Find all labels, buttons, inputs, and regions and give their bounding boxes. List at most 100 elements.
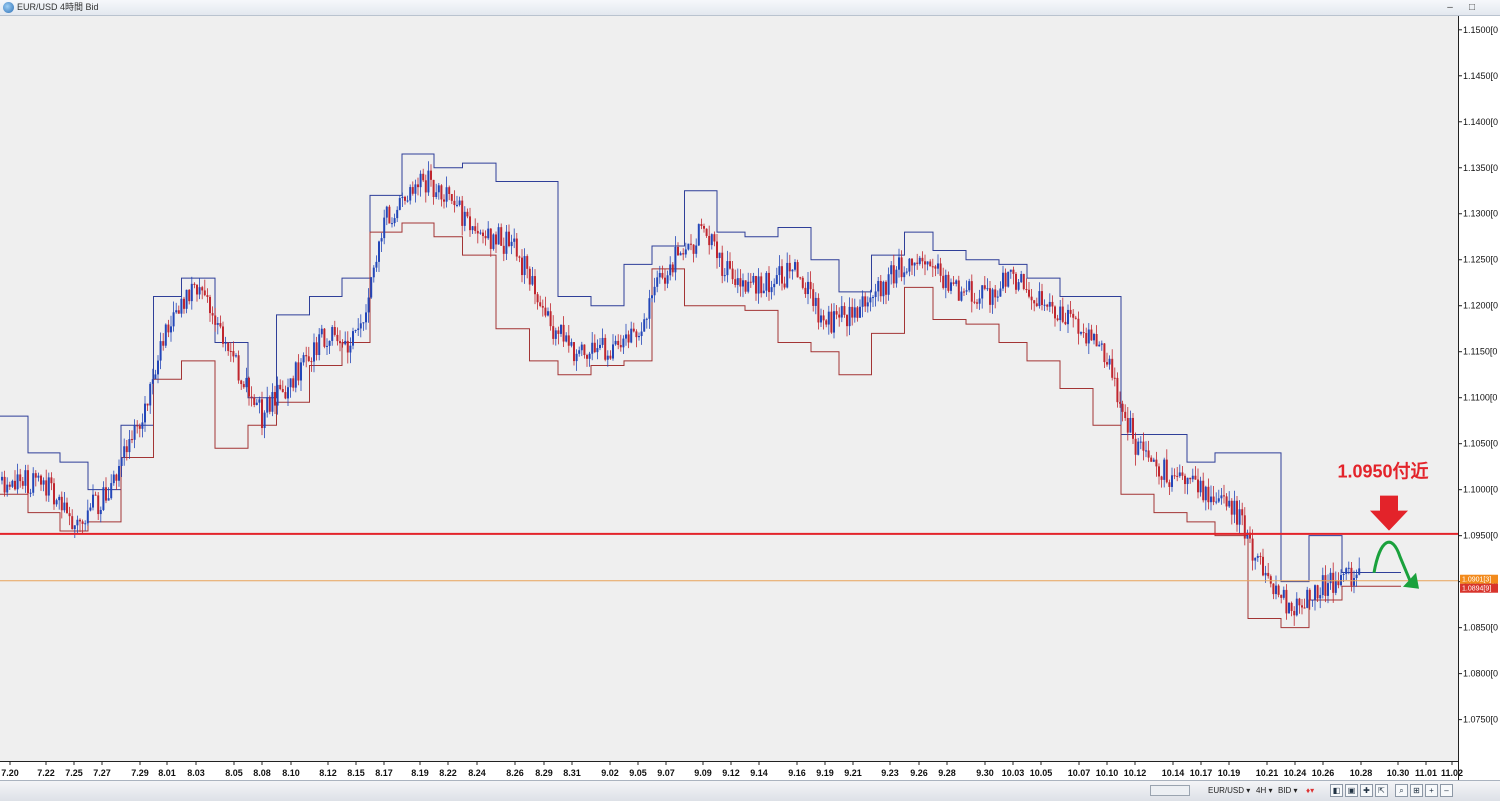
- candle-body: [937, 263, 939, 269]
- candle-body: [796, 262, 799, 278]
- time-tick-label: 9.09: [694, 768, 712, 778]
- candle-body: [190, 283, 193, 302]
- candle-body: [118, 466, 120, 481]
- candle-body: [222, 326, 224, 344]
- plot-area[interactable]: [0, 16, 1458, 761]
- candle-body: [365, 312, 367, 323]
- candle-body: [214, 315, 217, 325]
- candle-body: [645, 318, 648, 320]
- candle-body: [1139, 441, 1142, 443]
- cursor-button[interactable]: ⇱: [1375, 784, 1388, 797]
- candle-body: [775, 275, 778, 284]
- grid-button[interactable]: ⊞: [1410, 784, 1423, 797]
- candle-body: [814, 297, 817, 306]
- zoom-button[interactable]: ⌕: [1395, 784, 1408, 797]
- candle-body: [398, 198, 401, 210]
- crosshair-button[interactable]: ✚: [1360, 784, 1373, 797]
- candle-body: [76, 519, 79, 526]
- marker-icon[interactable]: ♦▾: [1306, 786, 1315, 795]
- zoom-in-button[interactable]: +: [1425, 784, 1438, 797]
- price-tag-label: 1.0901[3]: [1462, 577, 1491, 584]
- price-tick-label: 1.1400[0: [1463, 117, 1498, 127]
- time-tick-label: 7.29: [131, 768, 149, 778]
- candle-body: [692, 244, 695, 254]
- time-tick-label: 8.05: [225, 768, 243, 778]
- horizontal-scrollbar[interactable]: [1150, 785, 1190, 796]
- candle-body: [534, 276, 536, 295]
- candle-body: [112, 474, 115, 484]
- candle-body: [1262, 556, 1264, 576]
- candle-body: [346, 340, 349, 353]
- candle-body: [1230, 500, 1233, 515]
- indicator-button[interactable]: ▣: [1345, 784, 1358, 797]
- candle-body: [484, 235, 487, 239]
- candle-body: [1111, 358, 1114, 378]
- candle-body: [1191, 475, 1194, 480]
- chart-type-button[interactable]: ◧: [1330, 784, 1343, 797]
- candle-body: [8, 484, 11, 487]
- candle-body: [344, 340, 347, 345]
- candle-body: [1061, 306, 1064, 322]
- candle-body: [185, 289, 188, 309]
- time-tick-label: 8.19: [411, 768, 429, 778]
- candle-body: [154, 374, 157, 380]
- candle-body: [1012, 269, 1015, 274]
- candle-body: [830, 311, 833, 333]
- candle-body: [3, 476, 6, 493]
- candle-body: [874, 291, 877, 298]
- candle-body: [744, 280, 747, 292]
- price-type-select[interactable]: BID ▾: [1278, 786, 1298, 795]
- candle-body: [783, 283, 786, 288]
- candle-body: [838, 314, 841, 318]
- time-tick-label: 9.02: [601, 768, 619, 778]
- candle-body: [68, 513, 71, 517]
- symbol-select[interactable]: EUR/USD ▾: [1208, 786, 1251, 795]
- candle-body: [604, 337, 607, 360]
- candle-body: [427, 170, 430, 193]
- candle-body: [411, 187, 414, 194]
- candle-body: [1015, 273, 1017, 290]
- candle-body: [864, 296, 867, 307]
- candle-body: [1269, 576, 1272, 584]
- zoom-out-button[interactable]: –: [1440, 784, 1453, 797]
- candle-body: [536, 294, 539, 303]
- candle-body: [497, 227, 500, 245]
- time-tick-label: 9.26: [910, 768, 928, 778]
- candle-body: [16, 474, 19, 490]
- candle-body: [383, 217, 386, 239]
- candle-body: [513, 238, 516, 242]
- candle-body: [1189, 477, 1192, 480]
- candle-body: [736, 278, 739, 285]
- candle-body: [1311, 599, 1314, 601]
- candle-body: [284, 392, 287, 399]
- candle-body: [79, 519, 81, 522]
- candle-body: [1100, 343, 1103, 345]
- candle-body: [1251, 538, 1254, 561]
- price-axis-panel: [1458, 16, 1500, 780]
- price-chart[interactable]: 1.1500[0 1.1450[0 1.1400[0 1.1350[0 1.1300[0…: [0, 16, 1500, 780]
- candle-body: [326, 345, 328, 347]
- candle-body: [235, 355, 237, 357]
- maximize-button[interactable]: □: [1468, 2, 1476, 13]
- timeframe-select[interactable]: 4H ▾: [1256, 786, 1273, 795]
- candle-body: [1285, 589, 1288, 614]
- candle-body: [492, 234, 495, 249]
- candle-body: [391, 223, 393, 225]
- candle-body: [1340, 575, 1342, 586]
- candle-body: [211, 313, 214, 316]
- candle-body: [1217, 498, 1220, 502]
- candle-body: [804, 287, 807, 295]
- candle-body: [1204, 486, 1207, 501]
- candle-body: [721, 252, 724, 276]
- candle-body: [151, 379, 154, 384]
- price-tick-label: 1.0950[0: [1463, 531, 1498, 541]
- candle-body: [1178, 472, 1181, 477]
- candle-body: [913, 262, 916, 266]
- candle-body: [903, 272, 906, 278]
- minimize-button[interactable]: –: [1447, 2, 1453, 13]
- time-tick-label: 10.21: [1256, 768, 1279, 778]
- candle-body: [1113, 377, 1116, 379]
- time-tick-label: 9.14: [750, 768, 768, 778]
- candle-body: [359, 323, 362, 329]
- window-title: EUR/USD 4時間 Bid: [17, 2, 99, 12]
